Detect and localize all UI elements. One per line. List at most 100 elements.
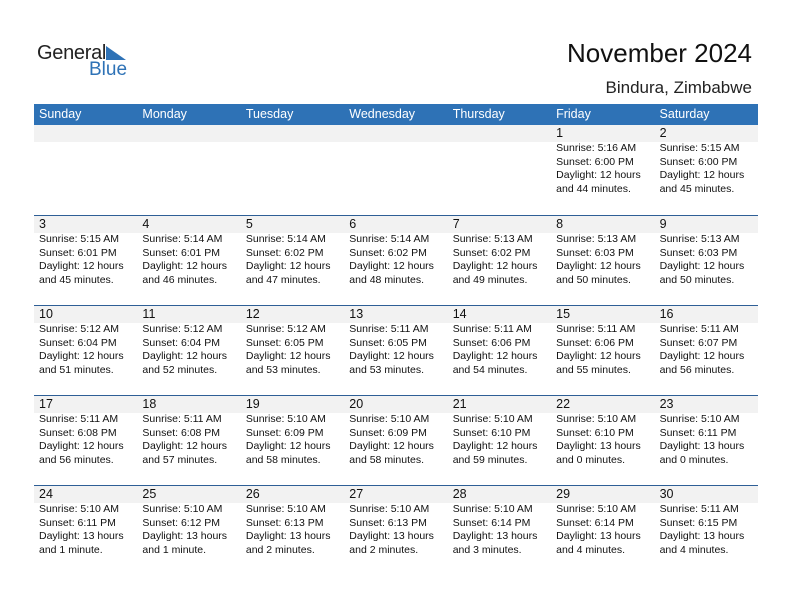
day-cell: 23 Sunrise: 5:10 AM Sunset: 6:11 PM Dayligh… [655, 396, 758, 486]
daylight2-text: and 59 minutes. [452, 453, 528, 466]
sunset-text: Sunset: 6:03 PM [556, 246, 634, 259]
daylight2-text: and 56 minutes. [659, 363, 735, 376]
day-number: 16 [659, 307, 674, 321]
weekday-tuesday: Tuesday [245, 107, 294, 121]
daylight1-text: Daylight: 12 hours [142, 350, 228, 362]
daylight1-text: Daylight: 13 hours [556, 440, 641, 452]
daylight1-text: Daylight: 12 hours [556, 169, 641, 181]
day-number: 24 [39, 487, 53, 501]
day-cell: 30 Sunrise: 5:11 AM Sunset: 6:15 PM Dayligh… [655, 486, 758, 576]
daylight2-text: and 54 minutes. [452, 363, 528, 376]
sunset-text: Sunset: 6:15 PM [659, 516, 738, 529]
day-number: 13 [349, 307, 364, 321]
daylight1-text: Daylight: 12 hours [556, 260, 641, 272]
sunset-text: Sunset: 6:06 PM [556, 336, 634, 349]
sunset-text: Sunset: 6:01 PM [39, 246, 117, 259]
day-cell: 17 Sunrise: 5:11 AM Sunset: 6:08 PM Dayligh… [34, 396, 137, 486]
day-number: 7 [452, 217, 460, 231]
daylight2-text: and 3 minutes. [452, 543, 522, 556]
daylight2-text: and 45 minutes. [659, 182, 735, 195]
sunrise-text: Sunrise: 5:13 AM [659, 233, 740, 245]
daylight2-text: and 50 minutes. [659, 273, 735, 286]
daylight1-text: Daylight: 13 hours [556, 530, 641, 542]
daylight1-text: Daylight: 13 hours [452, 530, 538, 542]
day-cell: 24 Sunrise: 5:10 AM Sunset: 6:11 PM Dayligh… [34, 486, 137, 576]
sunset-text: Sunset: 6:10 PM [556, 426, 634, 439]
daylight2-text: and 53 minutes. [349, 363, 424, 376]
day-cell: 5 Sunrise: 5:14 AM Sunset: 6:02 PM Daylight… [241, 216, 344, 306]
day-cell: 25 Sunrise: 5:10 AM Sunset: 6:12 PM Dayligh… [137, 486, 240, 576]
day-cell: 12 Sunrise: 5:12 AM Sunset: 6:05 PM Dayligh… [241, 306, 344, 396]
day-cell: 9 Sunrise: 5:13 AM Sunset: 6:03 PM Daylight… [655, 216, 758, 306]
sunrise-text: Sunrise: 5:16 AM [556, 142, 637, 154]
sunset-text: Sunset: 6:08 PM [39, 426, 117, 439]
day-cell: 2 Sunrise: 5:15 AM Sunset: 6:00 PM Daylight… [655, 125, 758, 215]
sunset-text: Sunset: 6:09 PM [245, 426, 324, 439]
day-cell: 16 Sunrise: 5:11 AM Sunset: 6:07 PM Dayligh… [655, 306, 758, 396]
day-number: 6 [349, 217, 357, 231]
sunrise-text: Sunrise: 5:12 AM [245, 323, 326, 335]
sunrise-text: Sunrise: 5:10 AM [245, 413, 326, 425]
sunrise-text: Sunrise: 5:10 AM [349, 503, 430, 515]
daylight2-text: and 0 minutes. [659, 453, 729, 466]
sunrise-text: Sunrise: 5:10 AM [659, 413, 740, 425]
daylight2-text: and 55 minutes. [556, 363, 631, 376]
day-number: 25 [142, 487, 157, 501]
sunset-text: Sunset: 6:08 PM [142, 426, 221, 439]
daylight2-text: and 52 minutes. [142, 363, 218, 376]
sunrise-text: Sunrise: 5:11 AM [452, 323, 532, 335]
day-number: 3 [39, 217, 46, 231]
daylight2-text: and 56 minutes. [39, 453, 114, 466]
daylight1-text: Daylight: 12 hours [245, 260, 331, 272]
day-number: 18 [142, 397, 157, 411]
sunrise-text: Sunrise: 5:11 AM [39, 413, 119, 425]
day-cell: 11 Sunrise: 5:12 AM Sunset: 6:04 PM Dayligh… [137, 306, 240, 396]
daylight2-text: and 49 minutes. [452, 273, 528, 286]
daylight1-text: Daylight: 13 hours [245, 530, 331, 542]
daylight1-text: Daylight: 12 hours [142, 440, 228, 452]
day-number: 20 [349, 397, 364, 411]
sunrise-text: Sunrise: 5:13 AM [452, 233, 533, 245]
daylight1-text: Daylight: 13 hours [349, 530, 434, 542]
week-row: 24 Sunrise: 5:10 AM Sunset: 6:11 PM Dayligh… [34, 485, 758, 575]
weekday-thursday: Thursday [452, 107, 505, 121]
sunrise-text: Sunrise: 5:12 AM [142, 323, 223, 335]
sunset-text: Sunset: 6:00 PM [659, 155, 738, 168]
week-row: 10 Sunrise: 5:12 AM Sunset: 6:04 PM Dayligh… [34, 305, 758, 395]
sunset-text: Sunset: 6:13 PM [245, 516, 324, 529]
day-number: 2 [659, 126, 667, 140]
day-cell: 1 Sunrise: 5:16 AM Sunset: 6:00 PM Daylight… [551, 125, 654, 215]
daylight2-text: and 0 minutes. [556, 453, 626, 466]
day-number: 29 [556, 487, 571, 501]
date-strip [34, 216, 758, 233]
day-cell: 15 Sunrise: 5:11 AM Sunset: 6:06 PM Dayligh… [551, 306, 654, 396]
daylight1-text: Daylight: 12 hours [349, 350, 434, 362]
weekday-saturday: Saturday [659, 107, 710, 121]
sunset-text: Sunset: 6:14 PM [556, 516, 634, 529]
day-cell: 27 Sunrise: 5:10 AM Sunset: 6:13 PM Dayligh… [344, 486, 447, 576]
sunrise-text: Sunrise: 5:10 AM [452, 413, 533, 425]
day-cell: 13 Sunrise: 5:11 AM Sunset: 6:05 PM Dayligh… [344, 306, 447, 396]
daylight2-text: and 50 minutes. [556, 273, 631, 286]
daylight1-text: Daylight: 12 hours [39, 260, 124, 272]
daylight2-text: and 47 minutes. [245, 273, 321, 286]
daylight2-text: and 2 minutes. [245, 543, 315, 556]
daylight1-text: Daylight: 12 hours [659, 350, 745, 362]
daylight1-text: Daylight: 12 hours [245, 350, 331, 362]
daylight1-text: Daylight: 13 hours [39, 530, 124, 542]
daylight2-text: and 2 minutes. [349, 543, 419, 556]
daylight1-text: Daylight: 12 hours [452, 260, 538, 272]
day-cell: 18 Sunrise: 5:11 AM Sunset: 6:08 PM Dayligh… [137, 396, 240, 486]
sunset-text: Sunset: 6:11 PM [39, 516, 116, 529]
day-cell: 20 Sunrise: 5:10 AM Sunset: 6:09 PM Dayligh… [344, 396, 447, 486]
sunset-text: Sunset: 6:02 PM [349, 246, 427, 259]
sunrise-text: Sunrise: 5:11 AM [659, 503, 739, 515]
daylight1-text: Daylight: 12 hours [349, 260, 434, 272]
daylight1-text: Daylight: 12 hours [659, 260, 745, 272]
sunset-text: Sunset: 6:04 PM [39, 336, 117, 349]
daylight1-text: Daylight: 12 hours [349, 440, 434, 452]
logo-text-general: General [37, 42, 107, 64]
date-strip [34, 125, 758, 142]
daylight1-text: Daylight: 13 hours [142, 530, 228, 542]
